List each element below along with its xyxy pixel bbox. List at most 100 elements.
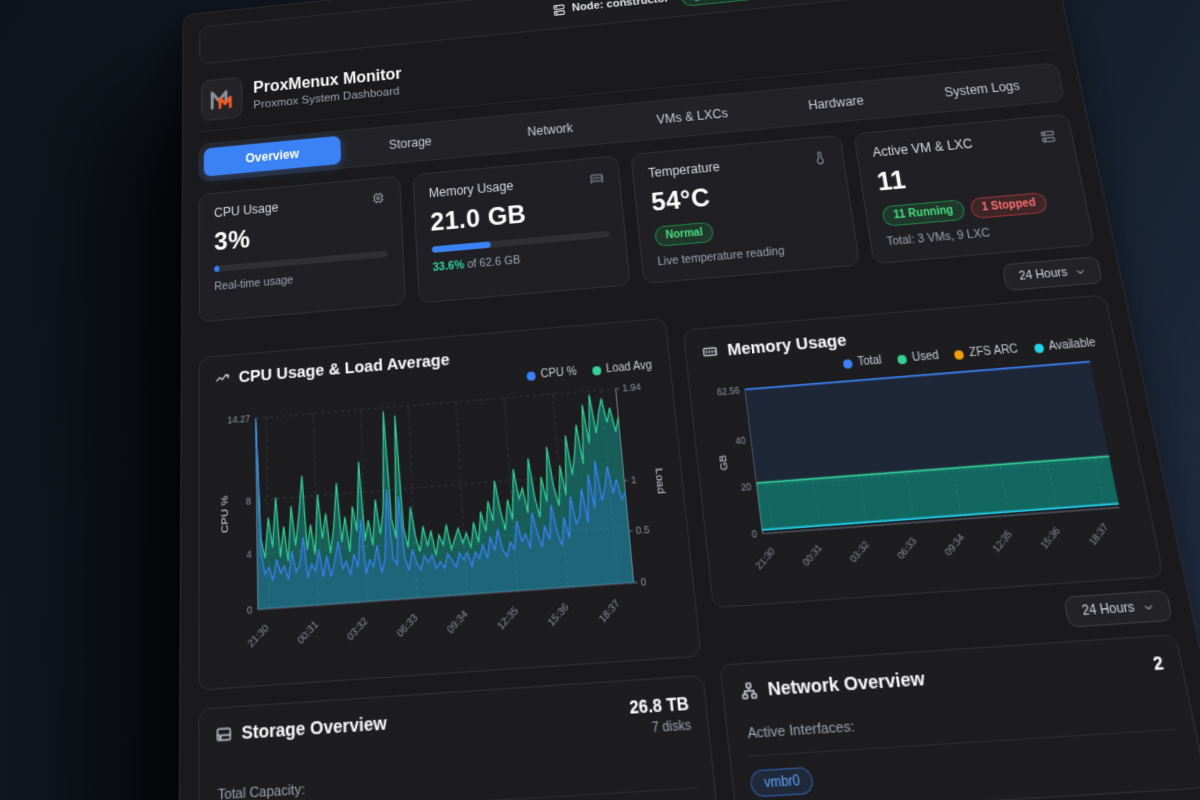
svg-text:4: 4: [246, 548, 252, 561]
svg-text:12:35: 12:35: [495, 603, 521, 632]
memory-chart-title: Memory Usage: [726, 330, 848, 360]
legend-dot-cpu: [526, 370, 536, 381]
cpu-load-chart: 21:30 00:31 03:32 06:33 09:34 12:35 15:36 18:37…: [215, 374, 683, 673]
node-indicator: Node: constructor: [552, 0, 669, 16]
legend-dot-used: [896, 354, 908, 364]
legend-dot-total: [842, 358, 853, 369]
right-column: 24 Hours Memory Usage Total Used: [679, 256, 1200, 800]
svg-text:00:31: 00:31: [295, 618, 321, 647]
memory-card-label: Memory Usage: [428, 178, 514, 201]
health-badge: Healthy: [679, 0, 758, 7]
tab-system-logs[interactable]: System Logs: [943, 78, 1021, 100]
server-icon: [552, 3, 566, 17]
memory-usage-card: Memory Usage 21.0 GB 33.6% of 62.6 GB: [412, 155, 631, 304]
tab-vms-lxcs[interactable]: VMs & LXCs: [655, 106, 729, 127]
storage-total-value: 26.8 TB: [628, 692, 690, 718]
storage-overview-panel: Storage Overview 26.8 TB 7 disks Total C…: [198, 674, 723, 800]
storage-headline: 26.8 TB 7 disks: [629, 693, 692, 738]
main-grid: CPU Usage & Load Average CPU % Load Avg …: [198, 256, 1200, 800]
svg-text:1.94: 1.94: [622, 381, 642, 394]
vm-card-label: Active VM & LXC: [871, 136, 974, 161]
legend-dot-available: [1033, 342, 1045, 353]
legend-dot-zfs-arc: [953, 349, 965, 360]
tab-network[interactable]: Network: [526, 120, 574, 140]
svg-text:03:32: 03:32: [848, 539, 872, 565]
app-logo: [200, 76, 243, 122]
vm-running-badge: 11 Running: [881, 199, 967, 227]
svg-text:18:37: 18:37: [596, 596, 622, 625]
svg-text:15:36: 15:36: [545, 600, 571, 629]
cpu-card-label: CPU Usage: [214, 200, 279, 221]
vm-count-value: 11: [875, 165, 909, 197]
memory-chart-panel: Memory Usage Total Used ZFS ARC Availabl…: [682, 294, 1165, 609]
network-panel-title: Network Overview: [766, 668, 927, 702]
chevron-down-icon: [1142, 601, 1155, 613]
memory-chip-icon: [589, 170, 605, 186]
check-circle-icon: [690, 0, 702, 2]
node-label: Node: constructor: [571, 0, 670, 14]
svg-text:06:33: 06:33: [895, 535, 920, 562]
legend-item-cpu: CPU %: [526, 366, 577, 383]
memory-value: 21.0 GB: [429, 200, 528, 238]
svg-text:21:30: 21:30: [245, 621, 271, 650]
temperature-value: 54°C: [649, 183, 712, 218]
memory-icon: [701, 343, 720, 361]
network-overview-panel: Network Overview 2 Active Interfaces: vm…: [719, 634, 1200, 800]
svg-text:0: 0: [247, 603, 253, 616]
svg-text:Load: Load: [653, 468, 667, 494]
svg-text:0.5: 0.5: [635, 523, 650, 537]
tab-overview[interactable]: Overview: [203, 135, 342, 177]
chevron-down-icon: [1074, 266, 1086, 277]
legend-item-used: Used: [896, 350, 940, 366]
time-range-selector-top[interactable]: 24 Hours: [1001, 256, 1104, 292]
svg-text:62.56: 62.56: [716, 385, 741, 398]
svg-text:09:34: 09:34: [943, 531, 968, 558]
svg-text:20: 20: [741, 481, 754, 493]
memory-chart-svg: 21:30 00:31 03:32 06:33 09:34 12:35 15:36 18:37…: [716, 352, 1142, 572]
trending-chart-icon: [214, 370, 230, 388]
svg-text:8: 8: [246, 494, 252, 507]
svg-text:14.27: 14.27: [227, 413, 251, 427]
tab-hardware[interactable]: Hardware: [807, 93, 865, 113]
svg-text:GB: GB: [716, 454, 730, 471]
memory-chart: 21:30 00:31 03:32 06:33 09:34 12:35 15:36 18:37…: [705, 352, 1142, 592]
thermometer-icon: [811, 150, 828, 166]
time-range-selector-bottom[interactable]: 24 Hours: [1063, 590, 1174, 629]
svg-text:18:37: 18:37: [1087, 521, 1111, 548]
storage-panel-title: Storage Overview: [241, 712, 388, 745]
memory-percent-highlight: 33.6%: [432, 258, 465, 275]
svg-text:40: 40: [735, 435, 747, 447]
cpu-load-chart-panel: CPU Usage & Load Average CPU % Load Avg …: [198, 317, 702, 691]
svg-text:06:33: 06:33: [394, 611, 420, 640]
interface-badge: vmbr0: [749, 767, 816, 799]
hard-drive-icon: [215, 724, 232, 744]
svg-text:1: 1: [631, 473, 638, 486]
proxmenux-logo-icon: [208, 84, 236, 114]
legend-item-total: Total: [842, 354, 883, 370]
svg-text:CPU %: CPU %: [219, 495, 230, 533]
tab-storage[interactable]: Storage: [388, 134, 433, 153]
left-column: CPU Usage & Load Average CPU % Load Avg …: [198, 293, 723, 800]
svg-text:15:36: 15:36: [1038, 524, 1063, 551]
cpu-chip-icon: [371, 190, 386, 206]
network-icon: [739, 681, 759, 702]
svg-text:00:31: 00:31: [800, 542, 824, 568]
cpu-usage-card: CPU Usage 3% Real-time usage: [198, 175, 406, 323]
svg-text:0: 0: [751, 528, 758, 540]
temperature-card: Temperature 54°C Normal Live temperature…: [630, 134, 861, 285]
storage-disks-count: 7 disks: [651, 717, 692, 736]
tilted-scene: Node: constructor Healthy Uptime: 5 days…: [176, 0, 1200, 800]
temperature-card-label: Temperature: [647, 159, 721, 181]
svg-text:12:35: 12:35: [990, 528, 1015, 555]
vm-stopped-badge: 1 Stopped: [969, 191, 1049, 220]
server-stack-icon: [1039, 129, 1057, 145]
svg-text:03:32: 03:32: [344, 614, 370, 643]
active-vm-lxc-card: Active VM & LXC 11 11 Running 1 Stopped …: [853, 113, 1096, 265]
svg-text:09:34: 09:34: [444, 607, 470, 636]
temperature-status-badge: Normal: [653, 221, 715, 248]
app-title-block: ProxMenux Monitor Proxmox System Dashboa…: [253, 66, 403, 112]
svg-text:21:30: 21:30: [754, 545, 779, 572]
cpu-value: 3%: [214, 225, 251, 257]
network-interfaces-count: 2: [1151, 652, 1166, 675]
memory-progress-fill: [431, 241, 492, 253]
